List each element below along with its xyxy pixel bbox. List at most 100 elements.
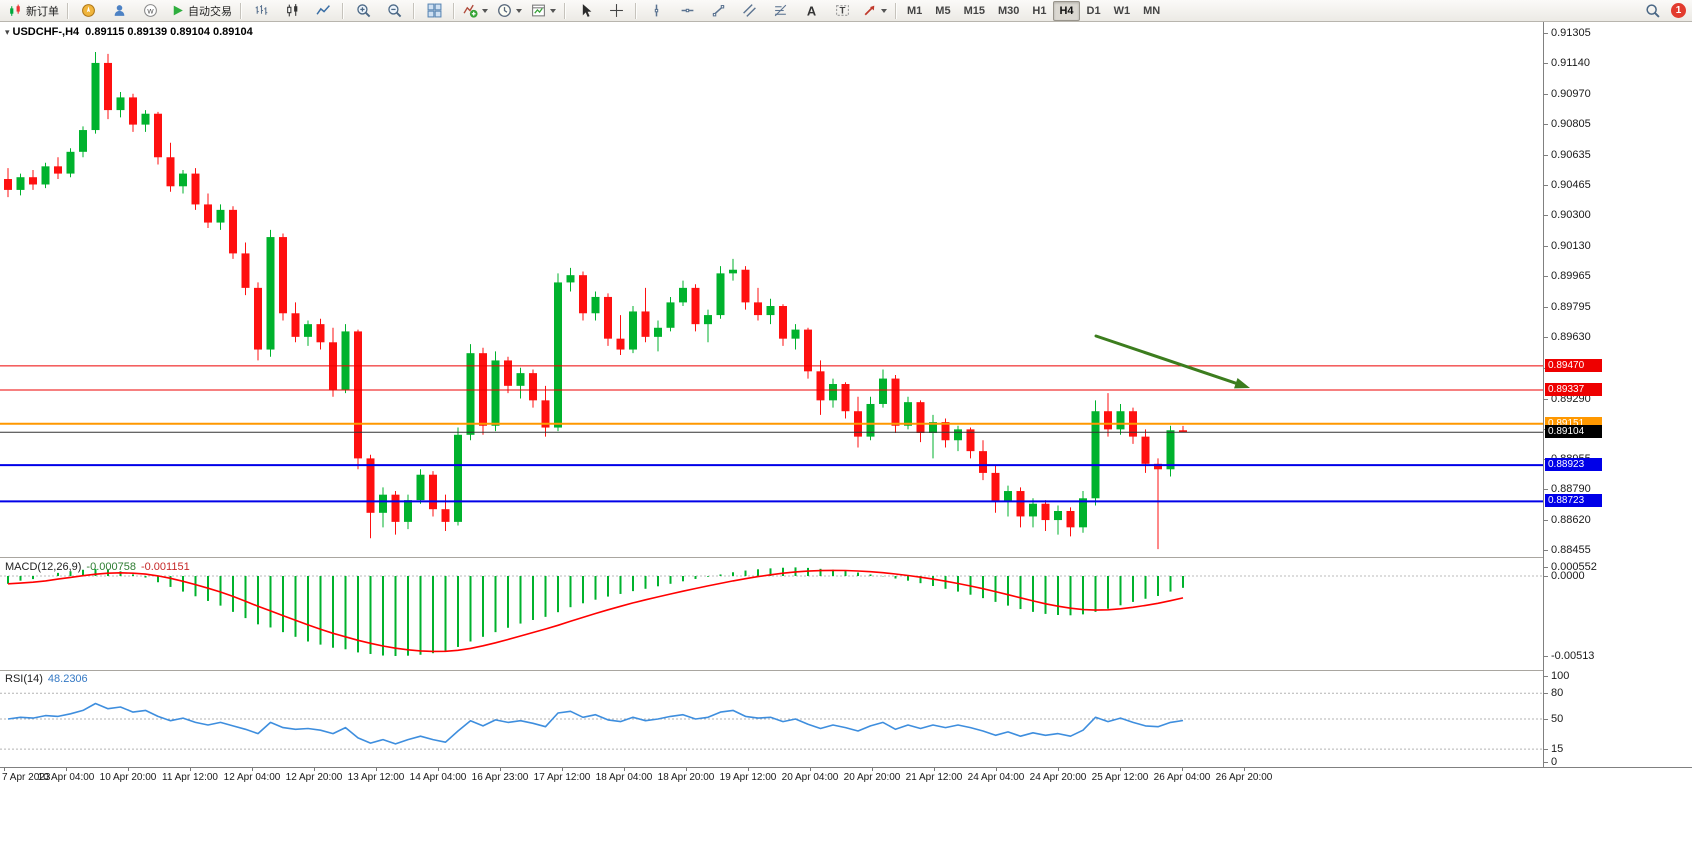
price-scale-label: 50 bbox=[1551, 713, 1564, 725]
pane-divider[interactable] bbox=[0, 557, 1692, 558]
rsi-label: RSI(14) bbox=[5, 673, 43, 685]
toolbar-separator bbox=[564, 2, 566, 19]
candle-body bbox=[1041, 503, 1050, 521]
text-button[interactable]: A bbox=[796, 0, 826, 22]
bar-chart-mode-button[interactable] bbox=[246, 0, 276, 22]
linechart-icon bbox=[315, 3, 331, 18]
main-chart-pane[interactable] bbox=[0, 22, 1543, 557]
svg-text:A: A bbox=[806, 3, 815, 18]
timeframe-d1-button[interactable]: D1 bbox=[1086, 4, 1101, 17]
crosshair-button[interactable] bbox=[601, 0, 631, 22]
pane-divider[interactable] bbox=[0, 670, 1692, 671]
new-order-button[interactable]: 新订单 bbox=[4, 0, 63, 22]
chevron-down-icon bbox=[516, 8, 522, 13]
timeframe-m5-button[interactable]: M5 bbox=[935, 4, 951, 17]
candle-body bbox=[166, 157, 175, 187]
rsi-line bbox=[7, 702, 1184, 745]
price-tick bbox=[1544, 63, 1548, 64]
price-scale-label: 0.90635 bbox=[1551, 149, 1591, 161]
price-tick bbox=[1544, 94, 1548, 95]
line-chart-mode-button[interactable] bbox=[308, 0, 338, 22]
horizontal-line-button[interactable] bbox=[672, 0, 702, 22]
cursor-button[interactable] bbox=[570, 0, 600, 22]
toolbar-separator bbox=[453, 2, 455, 19]
candle-body bbox=[366, 458, 375, 513]
candle-body bbox=[1029, 503, 1037, 517]
price-tag: 0.88723 bbox=[1545, 494, 1602, 507]
timeframe-m15-button[interactable]: M15 bbox=[963, 4, 985, 17]
time-scale-label: 7 Apr 2023 bbox=[2, 772, 51, 783]
text-label-button[interactable]: T bbox=[827, 0, 857, 22]
time-tick bbox=[934, 768, 935, 771]
fibonacci-retracement-button[interactable] bbox=[765, 0, 795, 22]
auto-trading-button[interactable]: 自动交易 bbox=[166, 0, 236, 22]
candle-body bbox=[504, 360, 512, 386]
price-tick bbox=[1544, 276, 1548, 277]
time-scale[interactable]: 7 Apr 2023 10 Apr 04:00 10 Apr 20:00 11 Apr… bbox=[0, 767, 1692, 786]
price-tick bbox=[1544, 762, 1548, 763]
toolbar-separator bbox=[67, 2, 69, 19]
indicators-button[interactable] bbox=[459, 0, 492, 22]
search-button[interactable] bbox=[1637, 0, 1667, 22]
candle-body bbox=[629, 311, 637, 350]
time-scale-label: 16 Apr 23:00 bbox=[471, 772, 529, 783]
toolbar-separator bbox=[895, 2, 897, 19]
timeframe-w1-button[interactable]: W1 bbox=[1113, 4, 1131, 17]
candle-body bbox=[829, 384, 837, 401]
candle-body bbox=[1091, 411, 1100, 499]
candle-body bbox=[916, 402, 925, 433]
candle-body bbox=[691, 287, 700, 325]
time-tick bbox=[190, 768, 191, 771]
candle-body bbox=[479, 353, 487, 426]
price-tag: 0.88923 bbox=[1545, 458, 1602, 471]
annotation-arrow-shaft[interactable] bbox=[1094, 334, 1238, 385]
candle-body bbox=[966, 429, 975, 452]
time-scale-label: 20 Apr 04:00 bbox=[781, 772, 839, 783]
templates-button[interactable] bbox=[527, 0, 560, 22]
notification-badge[interactable]: 1 bbox=[1671, 3, 1686, 18]
price-scale-label: 15 bbox=[1551, 743, 1564, 755]
candle-body bbox=[616, 338, 625, 350]
price-scale-label: 0.90970 bbox=[1551, 88, 1591, 100]
zoom-in-button[interactable] bbox=[348, 0, 378, 22]
candle-body bbox=[891, 378, 900, 426]
user-profile-button[interactable] bbox=[104, 0, 134, 22]
candlestick-mode-button[interactable] bbox=[277, 0, 307, 22]
mql5-community-button[interactable] bbox=[73, 0, 103, 22]
equidistant-channel-button[interactable] bbox=[734, 0, 764, 22]
candle-body bbox=[179, 173, 187, 187]
candle-body bbox=[791, 329, 800, 339]
web-terminal-button[interactable]: w bbox=[135, 0, 165, 22]
candle-body bbox=[66, 151, 75, 174]
candle-body bbox=[154, 113, 162, 158]
macd-pane[interactable] bbox=[0, 558, 1543, 669]
periods-button[interactable] bbox=[493, 0, 526, 22]
timeframe-mn-button[interactable]: MN bbox=[1143, 4, 1161, 17]
time-scale-label: 17 Apr 12:00 bbox=[533, 772, 591, 783]
timeframe-m30-button[interactable]: M30 bbox=[997, 4, 1020, 17]
candle-body bbox=[4, 179, 12, 190]
tile-windows-button[interactable] bbox=[419, 0, 449, 22]
candle-body bbox=[441, 509, 450, 522]
one-click-trading-toggle[interactable]: ▾ bbox=[5, 27, 10, 37]
candle-body bbox=[1154, 463, 1162, 470]
price-scale[interactable]: 0.91305 0.91140 0.90970 0.90805 0.90635 0.904… bbox=[1543, 22, 1692, 768]
macd-value-signal: -0.001151 bbox=[140, 561, 190, 573]
trendline-button[interactable] bbox=[703, 0, 733, 22]
price-scale-label: 0.91305 bbox=[1551, 27, 1591, 39]
annotation-arrow-head[interactable] bbox=[1234, 377, 1250, 389]
candle-body bbox=[129, 97, 137, 125]
vertical-line-button[interactable] bbox=[641, 0, 671, 22]
candle-body bbox=[1016, 491, 1025, 517]
timeframe-h1-button[interactable]: H1 bbox=[1032, 4, 1047, 17]
arrows-button[interactable] bbox=[858, 0, 891, 22]
tline-icon bbox=[711, 3, 726, 18]
candle-body bbox=[841, 384, 850, 412]
zoom-out-button[interactable] bbox=[379, 0, 409, 22]
price-scale-label: 0.90130 bbox=[1551, 240, 1591, 252]
macd-title: MACD(12,26,9) -0.000758 -0.001151 bbox=[5, 561, 190, 573]
rsi-pane[interactable] bbox=[0, 671, 1543, 766]
timeframe-h4-button[interactable]: H4 bbox=[1053, 0, 1080, 21]
labelT-icon: T bbox=[835, 3, 850, 18]
timeframe-m1-button[interactable]: M1 bbox=[907, 4, 923, 17]
